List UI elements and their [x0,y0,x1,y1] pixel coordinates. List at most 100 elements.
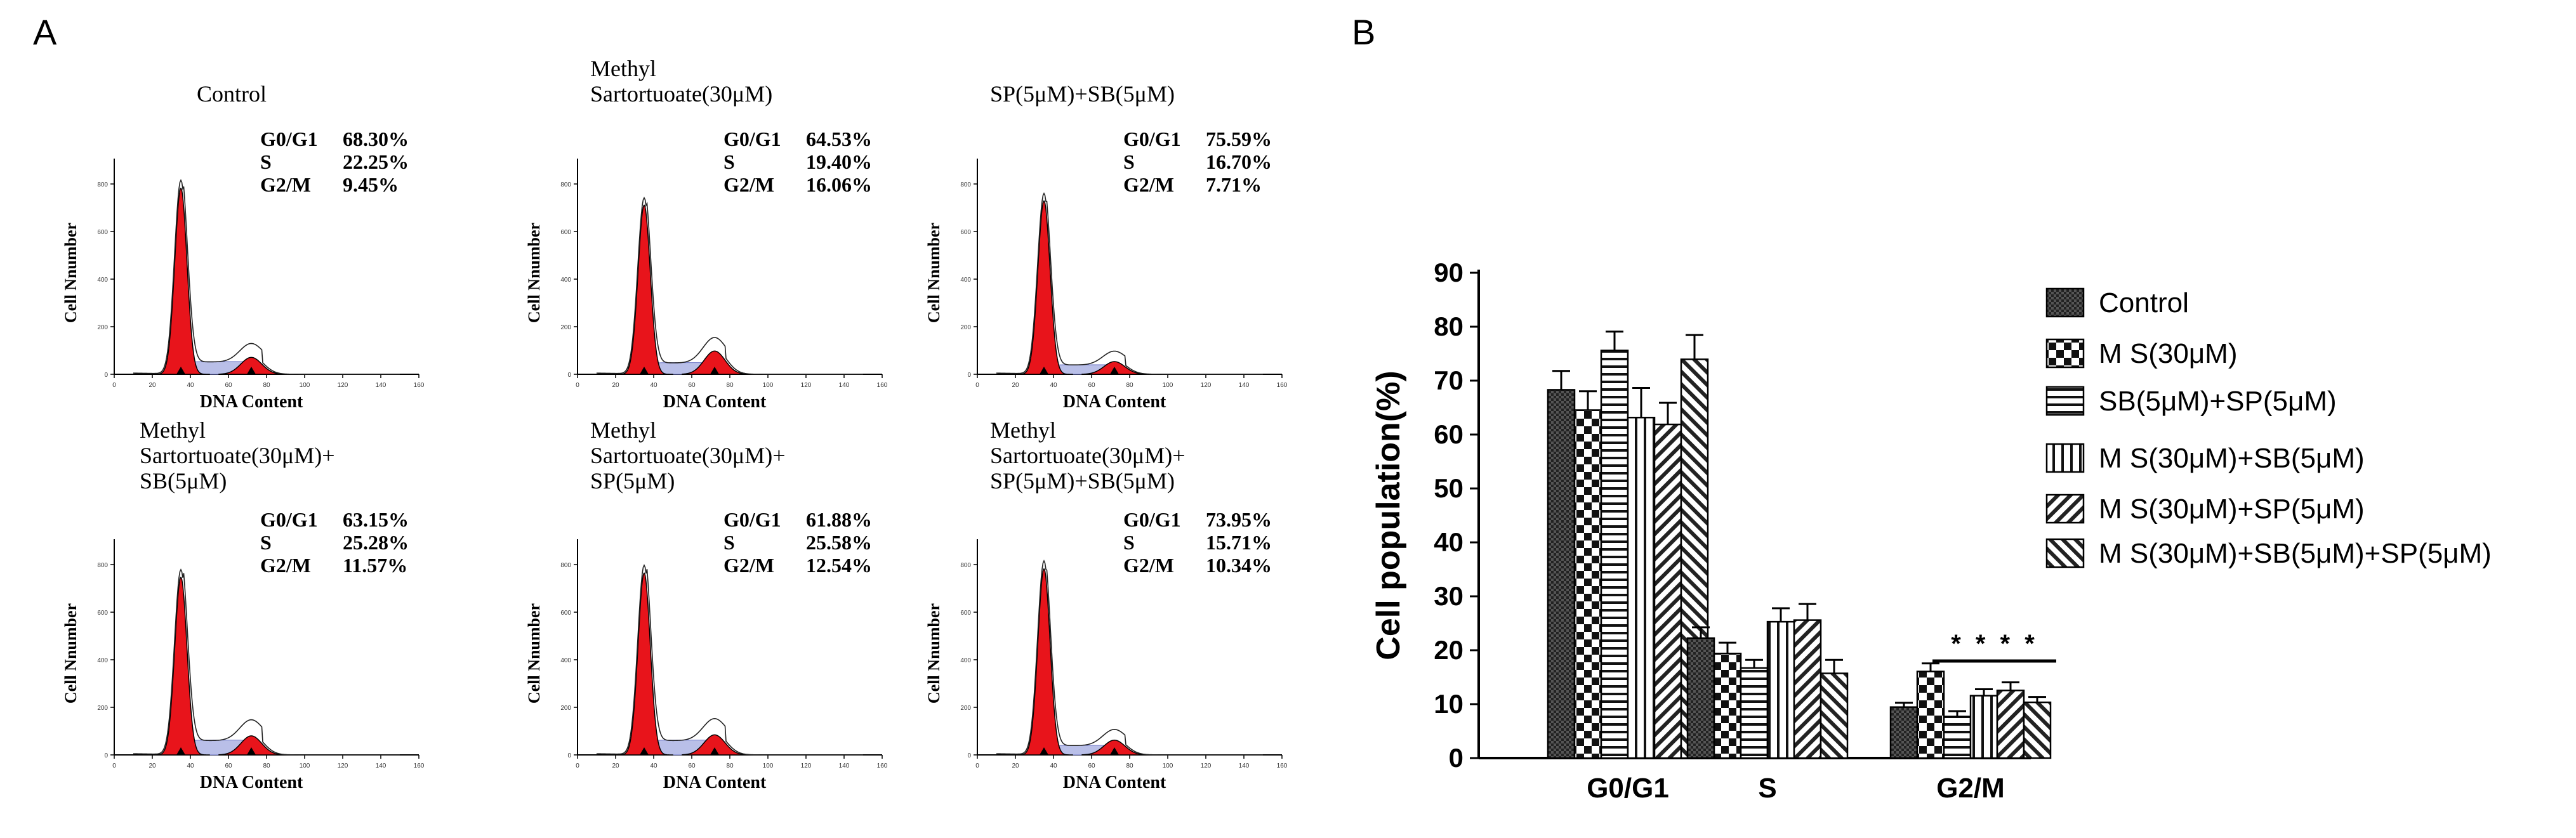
phase-label: G0/G1 [260,128,318,150]
phase-label: S [1123,531,1135,554]
histogram-y-tick-label: 600 [960,610,971,617]
bar-y-tick-label: 20 [1434,635,1463,665]
histogram-title-line: Methyl [140,417,206,443]
legend-swatch [2045,443,2085,473]
histogram-x-tick-label: 120 [801,382,812,389]
histogram-x-tick-label: 140 [1239,763,1250,769]
histogram-plot: Methyl Sartortuoate(30μM)+ SP(5μM)02004006… [525,417,888,792]
histogram-y-tick-label: 600 [97,229,108,236]
histogram-y-tick-label: 200 [960,705,971,712]
phase-label: G2/M [1123,173,1174,196]
histogram-x-tick-label: 160 [1277,382,1288,389]
bar-y-tick-label: 40 [1434,527,1463,557]
histogram-y-tick-label: 800 [960,181,971,188]
bar-category-label: S [1758,773,1776,804]
legend-label: SB(5μM)+SP(5μM) [2099,386,2337,417]
phase-value: 16.70% [1206,150,1272,173]
histogram-x-tick-label: 40 [187,382,194,389]
histogram-y-tick-label: 0 [567,372,571,379]
phase-label: S [260,531,272,554]
panel-b-label: B [1352,12,1376,52]
phase-value: 61.88% [806,508,872,531]
legend-label: M S(30μM)+SB(5μM) [2099,443,2365,474]
histogram-plot: Methyl Sartortuoate(30μM) 0 200 400 600 800 0 20… [525,56,888,412]
bar [2023,701,2052,759]
histogram-x-tick-label: 120 [338,763,348,769]
histogram-title: SP(5μM)+SB(5μM) [990,81,1175,107]
phase-value: 25.28% [343,531,409,554]
peak-marker [1040,747,1048,755]
histogram-title: Control [197,81,267,107]
phase-label: S [260,150,272,173]
histogram-plot: Methyl Sartortuoate(30μM)+ SP(5μM)+SB(5μM)… [925,417,1288,792]
peak-marker [176,747,185,755]
bar-y-label: Cell population(%) [1370,370,1407,660]
bar [1627,416,1656,759]
histogram-x-tick-label: 60 [225,382,232,389]
peak-marker [640,367,649,374]
histogram-y-tick-label: 0 [104,372,108,379]
histogram-x-tick-label: 80 [263,382,270,389]
histogram-x-tick-label: 20 [149,763,156,769]
g0-g1-peak [615,204,673,375]
histogram-x-tick-label: 20 [149,382,156,389]
histogram-x-tick-label: 40 [1050,763,1057,769]
phase-label: G0/G1 [723,128,781,150]
phase-label: G0/G1 [723,508,781,531]
bar-y-tick-label: 70 [1434,365,1463,395]
legend-swatch [2045,386,2085,416]
histogram-x-tick-label: 160 [877,382,888,389]
histogram-x-tick-label: 160 [414,382,425,389]
histogram-envelope [596,197,863,375]
histogram-plot: Control 0 200 400 600 800 0 20 40 60 80 100 120 140 16… [62,81,425,412]
histogram-x-tick-label: 140 [1239,382,1250,389]
phase-label: G2/M [260,173,311,196]
peak-marker [1040,367,1048,374]
bar [1547,389,1576,759]
histogram-x-label: DNA Content [200,392,303,412]
histogram-x-tick-label: 100 [763,382,774,389]
histogram-x-tick-label: 0 [975,763,979,769]
histogram-envelope [996,192,1263,375]
panel-b-bar-chart: 0 10 20 30 40 50 60 70 80 90 Cell population(%) G0/… [1370,258,2492,804]
histogram-x-tick-label: 120 [1201,763,1212,769]
phase-value: 11.57% [343,554,407,577]
peak-marker [1110,747,1119,755]
histogram-x-tick-label: 100 [300,763,310,769]
histogram-x-tick-label: 60 [225,763,232,769]
histogram-title-line: Sartortuoate(30μM) [590,81,772,107]
legend-swatch [2045,338,2085,369]
bar [1600,350,1629,759]
bar-y-tick-label: 90 [1434,258,1463,287]
bar-y-tick-label: 30 [1434,581,1463,611]
histogram-x-label: DNA Content [1063,392,1166,412]
histogram-x-tick-label: 100 [1163,763,1173,769]
peak-marker [247,367,256,374]
histogram-x-tick-label: 160 [414,763,425,769]
histogram-y-label: Cell Nnumber [525,223,543,323]
histogram-x-tick-label: 0 [576,382,579,389]
g0-g1-peak [1015,568,1073,756]
bar-category-label: G2/M [1936,773,2005,804]
histogram-y-tick-label: 600 [560,229,571,236]
histogram-x-tick-label: 120 [1201,382,1212,389]
histogram-y-tick-label: 400 [560,657,571,664]
legend-swatch [2045,494,2085,524]
histogram-title-line: SP(5μM) [590,468,675,494]
histogram-y-tick-label: 800 [560,562,571,569]
legend-swatch [2045,287,2085,318]
bar [1996,690,2025,759]
histogram-y-tick-label: 200 [97,705,108,712]
histogram-x-tick-label: 20 [612,763,619,769]
g0-g1-peak [615,572,673,756]
g0-g1-peak [1015,200,1073,375]
phase-value: 75.59% [1206,128,1272,150]
legend-label: M S(30μM)+SP(5μM) [2099,494,2365,525]
legend-label: Control [2099,287,2189,318]
panel-a-label: A [33,12,57,52]
histogram-y-tick-label: 200 [560,324,571,331]
legend-label: M S(30μM) [2099,338,2237,369]
phase-value: 19.40% [806,150,872,173]
bar [1943,716,1972,759]
phase-value: 68.30% [343,128,409,150]
